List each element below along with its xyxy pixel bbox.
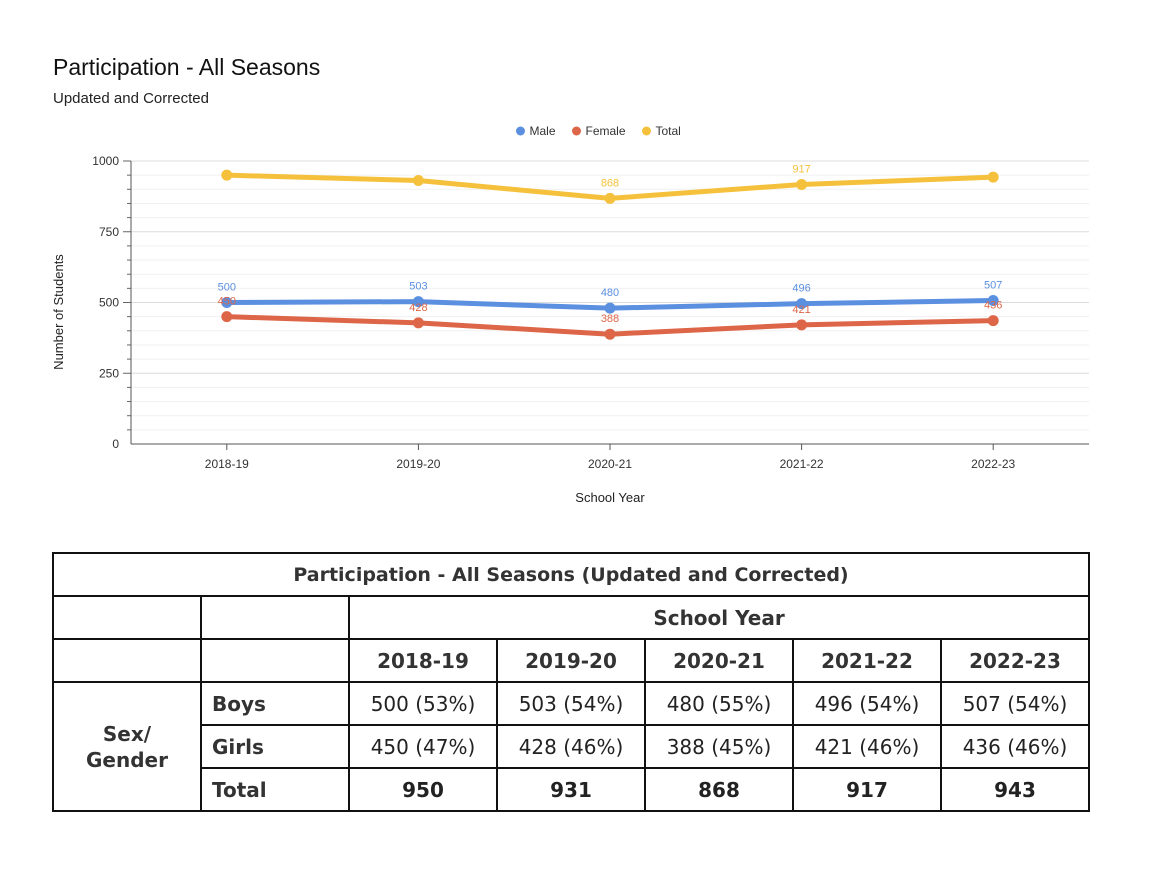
table-cell: 950 xyxy=(348,767,498,812)
data-point-total xyxy=(604,192,616,204)
data-label-female: 436 xyxy=(984,300,1002,312)
table-cell: 436 (46%) xyxy=(940,724,1090,769)
table-cell: 421 (46%) xyxy=(792,724,942,769)
year-header: 2019-20 xyxy=(496,638,646,683)
row-label-boys: Boys xyxy=(200,681,350,726)
legend-label-male: Male xyxy=(530,124,556,138)
data-label-female: 388 xyxy=(601,313,619,325)
legend-label-female: Female xyxy=(586,124,626,138)
data-label-female: 421 xyxy=(792,304,810,316)
table-caption: Participation - All Seasons (Updated and… xyxy=(52,552,1090,597)
table-cell: 943 xyxy=(940,767,1090,812)
y-tick-label: 1000 xyxy=(92,154,119,168)
x-tick-label: 2022-23 xyxy=(971,457,1015,471)
data-label-total: 868 xyxy=(601,177,619,189)
x-tick-label: 2020-21 xyxy=(588,457,632,471)
table-cell: 503 (54%) xyxy=(496,681,646,726)
legend: Male Female Total xyxy=(516,124,681,138)
series-layer xyxy=(221,169,999,340)
data-point-total xyxy=(221,169,233,181)
chart-title: Participation - All Seasons xyxy=(53,54,321,80)
data-point-total xyxy=(796,178,808,190)
data-label-male: 507 xyxy=(984,280,1002,292)
legend-marker-female xyxy=(572,126,581,136)
data-label-male: 500 xyxy=(218,282,236,294)
table-years-row: 2018-19 2019-20 2020-21 2021-22 2022-23 xyxy=(52,638,1090,683)
data-point-male xyxy=(604,302,616,314)
data-point-male xyxy=(796,298,808,310)
legend-marker-total xyxy=(642,126,651,136)
table-cell: 450 (47%) xyxy=(348,724,498,769)
empty-cell xyxy=(200,595,350,640)
year-header: 2022-23 xyxy=(940,638,1090,683)
data-label-male: 503 xyxy=(409,281,427,293)
table-caption-row: Participation - All Seasons (Updated and… xyxy=(52,552,1090,597)
table-cell: 496 (54%) xyxy=(792,681,942,726)
x-axis-title: School Year xyxy=(575,490,645,505)
table-cell: 480 (55%) xyxy=(644,681,794,726)
table-row: Sex/Gender Boys 500 (53%) 503 (54%) 480 … xyxy=(52,681,1090,812)
label-layer: 500 503 480 496 507 450 428 388 421 436 868 917 xyxy=(218,163,1003,325)
row-label-total: Total xyxy=(200,767,350,812)
x-tick-label: 2021-22 xyxy=(780,457,824,471)
data-point-female xyxy=(221,311,233,323)
sex-gender-label: Sex/Gender xyxy=(52,681,202,812)
sex-gender-line1: Sex/ xyxy=(102,721,152,746)
data-label-female: 428 xyxy=(409,302,427,314)
data-point-female xyxy=(412,317,424,329)
y-tick-label: 0 xyxy=(112,437,119,451)
table-cell: 917 xyxy=(792,767,942,812)
table-cell: 500 (53%) xyxy=(348,681,498,726)
participation-table: Participation - All Seasons (Updated and… xyxy=(52,552,1090,812)
y-tick-label: 250 xyxy=(99,366,119,380)
table-cell: 388 (45%) xyxy=(644,724,794,769)
x-tick-label: 2018-19 xyxy=(205,457,249,471)
table-cell: 428 (46%) xyxy=(496,724,646,769)
school-year-header: School Year xyxy=(348,595,1090,640)
data-label-male: 496 xyxy=(792,283,810,295)
sex-gender-line2: Gender xyxy=(86,747,168,772)
legend-marker-male xyxy=(516,126,525,136)
data-point-total xyxy=(987,171,999,183)
year-header: 2018-19 xyxy=(348,638,498,683)
table-row: Total 950 931 868 917 943 xyxy=(53,767,1090,812)
table-row: Girls 450 (47%) 428 (46%) 388 (45%) 421 … xyxy=(53,724,1090,769)
empty-cell xyxy=(52,595,202,640)
data-point-male xyxy=(412,296,424,308)
row-label-girls: Girls xyxy=(200,724,350,769)
data-label-male: 480 xyxy=(601,287,619,299)
empty-cell xyxy=(200,638,350,683)
x-tick-label: 2019-20 xyxy=(396,457,440,471)
table-cell: 931 xyxy=(496,767,646,812)
year-header: 2020-21 xyxy=(644,638,794,683)
data-point-female xyxy=(987,315,999,327)
data-point-male xyxy=(221,297,233,308)
table-header-row: School Year xyxy=(52,595,1090,640)
data-point-female xyxy=(604,328,616,340)
table-cell: 507 (54%) xyxy=(940,681,1090,726)
data-point-total xyxy=(412,175,424,187)
y-tick-label: 750 xyxy=(99,225,119,239)
axis-layer: 0 250 500 750 1000 2018-19 2019-20 2020-21 2021-… xyxy=(92,154,1089,471)
y-tick-label: 500 xyxy=(99,296,119,310)
table-cell: 868 xyxy=(644,767,794,812)
data-point-male xyxy=(987,295,999,307)
legend-label-total: Total xyxy=(656,124,681,138)
line-chart: 0 250 500 750 1000 2018-19 2019-20 2020-21 2021-… xyxy=(51,124,1089,505)
y-axis-title: Number of Students xyxy=(51,254,66,370)
empty-cell xyxy=(52,638,202,683)
data-label-female: 450 xyxy=(218,296,236,308)
year-header: 2021-22 xyxy=(792,638,942,683)
chart-subtitle: Updated and Corrected xyxy=(53,90,209,107)
data-point-female xyxy=(796,319,808,331)
data-label-total: 917 xyxy=(792,163,810,175)
